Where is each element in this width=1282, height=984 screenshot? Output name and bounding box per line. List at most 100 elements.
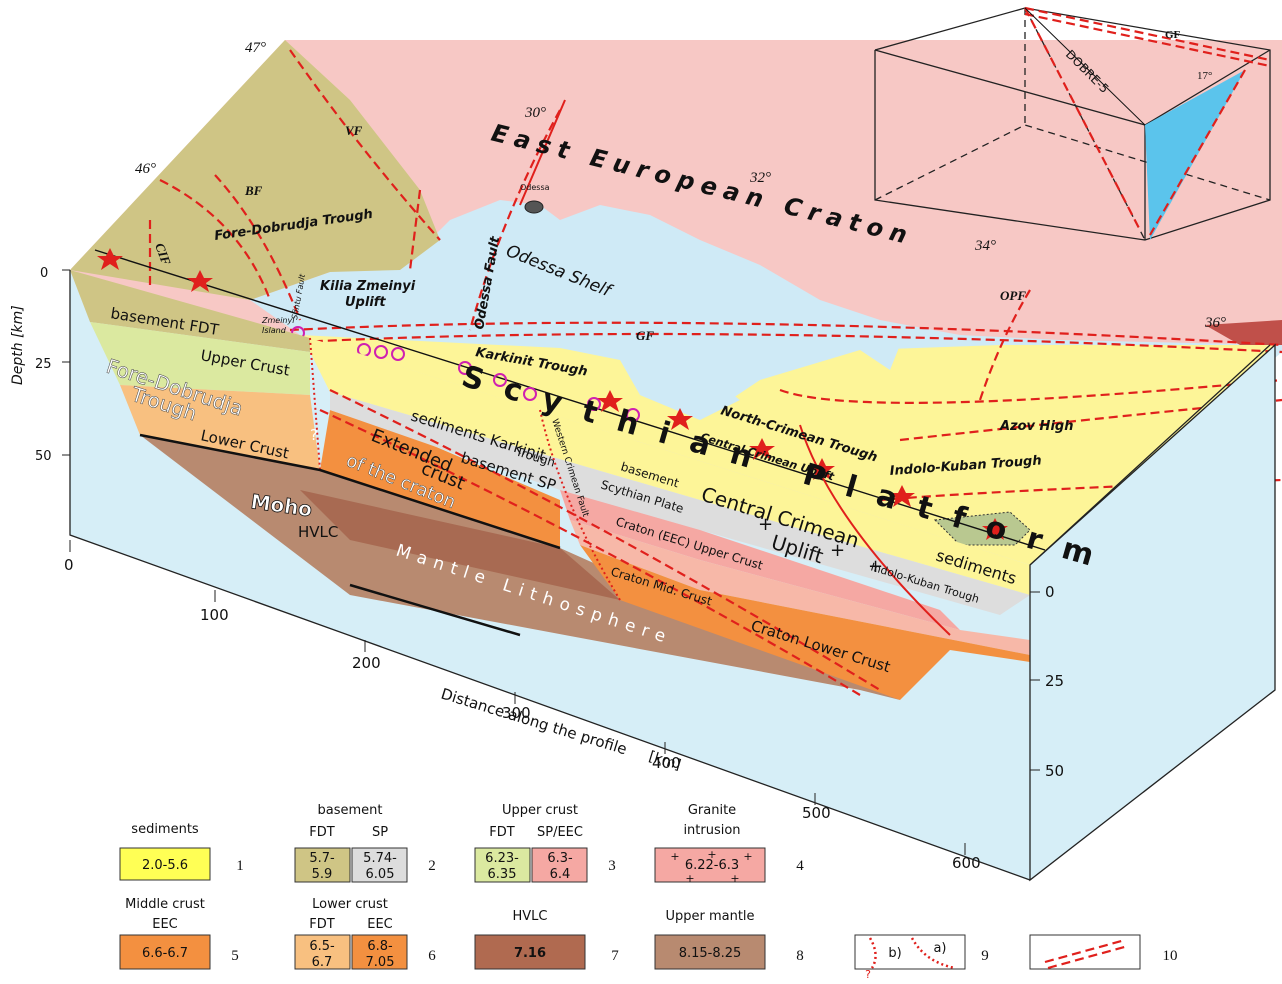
cross-section-area: [580, 545, 1030, 700]
legend-swatch: [854, 934, 966, 970]
legend-label: 1: [236, 858, 244, 874]
map-surface-marker: [374, 345, 388, 359]
legend-label: Upper crust: [502, 803, 578, 818]
legend-swatch: [654, 847, 766, 883]
legend-label: 8.15-8.25: [679, 946, 742, 961]
cross-section-outline: [69, 270, 1031, 881]
axis-labels-label: 300: [502, 704, 531, 722]
cross-section: [62, 269, 1031, 881]
legend-label: 6.23-: [485, 851, 519, 866]
legend-label: 2.0-5.6: [142, 858, 188, 873]
axis-labels-label: 100: [200, 606, 229, 624]
map-labels-label: Zmeinyi: [261, 316, 295, 325]
map-labels-label: 36°: [1204, 315, 1226, 331]
legend: sediments 2.0-5.6 1 basement FDT SP 5.7-5…: [119, 803, 1178, 981]
legend-label: +: [685, 872, 694, 885]
legend-label: EEC: [367, 917, 393, 932]
legend-swatch: [654, 934, 766, 970]
map-labels-label: Azov High: [999, 419, 1073, 434]
cross-section-area: [570, 520, 1030, 655]
map-surface-line-path: [289, 49, 441, 241]
legend-label: +: [707, 848, 716, 861]
map-labels-label: Island: [262, 326, 287, 335]
legend-label: 4: [796, 858, 804, 874]
axis-labels-label: Depth [km]: [10, 305, 26, 385]
map-surface-line-path: [519, 99, 566, 206]
map-surface-line-path: [468, 109, 561, 331]
axis-labels-label: 25: [1045, 672, 1064, 690]
legend-label: FDT: [489, 825, 514, 840]
cross-section-area: [330, 392, 1030, 615]
map-surface-line-path: [159, 179, 272, 301]
map-surface-marker: [523, 387, 537, 401]
legend-label: 6.3-: [547, 851, 573, 866]
legend-label: 6.35: [488, 867, 517, 882]
cross-section-area: [320, 410, 560, 548]
map-labels-label: OPF: [1000, 288, 1026, 303]
section-labels-label: +: [830, 540, 845, 561]
legend-label: intrusion: [683, 823, 740, 838]
legend-label: +: [743, 850, 752, 863]
legend-label: Lower crust: [312, 897, 388, 912]
distance-axis-ticks: [69, 540, 966, 855]
map-surface-area: [1205, 320, 1282, 345]
right-face: [1029, 343, 1276, 882]
legend-label: 7.05: [366, 955, 395, 970]
legend-label: 6.6-6.7: [142, 946, 188, 961]
legend-label: 6.5-: [309, 939, 335, 954]
map-surface-area: [889, 485, 915, 507]
legend-label: +: [670, 850, 679, 863]
map-surface-area: [809, 458, 835, 480]
cross-section-line-path: [329, 389, 881, 691]
cross-section-line-path: [139, 433, 561, 550]
map-labels-label: Odessa: [520, 183, 550, 192]
legend-swatch: [1029, 934, 1141, 970]
inset-outline: [874, 124, 1271, 201]
map-surface-line-path: [779, 378, 1282, 404]
axis-labels-label: 50: [35, 449, 52, 464]
axis-labels-label: 200: [352, 654, 381, 672]
inset: [874, 6, 1271, 241]
legend-swatch: [294, 847, 351, 883]
map-labels-label: 34°: [974, 238, 996, 254]
axis-labels-label: 50: [1045, 762, 1064, 780]
legend-label: +: [730, 872, 739, 885]
map-surface-city-marker: [524, 200, 544, 214]
legend-label: 3: [608, 858, 616, 874]
legend-label: Upper mantle: [665, 909, 754, 924]
map-surface-area: [667, 408, 693, 430]
axis-labels-label: 0: [1045, 583, 1055, 601]
legend-swatch: [351, 847, 408, 883]
legend-label: 6: [428, 948, 436, 964]
legend-label: HVLC: [513, 909, 548, 924]
map-surface-area: [640, 385, 740, 420]
map-surface-area: [860, 345, 900, 370]
legend-swatch: [531, 847, 588, 883]
legend-swatch: [119, 934, 211, 970]
map-labels-label: 32°: [749, 170, 771, 186]
legend-label: FDT: [309, 917, 334, 932]
map-labels-label: VF: [345, 123, 363, 138]
legend-line-path: [910, 937, 956, 970]
section-labels-label: +: [868, 556, 883, 577]
legend-swatch: [474, 847, 531, 883]
legend-label: 7.16: [514, 946, 546, 961]
legend-swatch: [119, 847, 211, 881]
map-surface-marker: [587, 397, 601, 411]
map-labels-label: 46°: [135, 161, 156, 177]
right-face-area: [1029, 343, 1276, 882]
section-labels-label: HVLC: [298, 523, 338, 541]
map-surface-area: [597, 390, 623, 412]
legend-label: SP: [372, 825, 388, 840]
axis-labels-label: 500: [802, 804, 831, 822]
map-surface-line-path: [289, 321, 1282, 347]
legend-label: 5.7-: [309, 851, 335, 866]
legend-label: 6.4: [550, 867, 571, 882]
cross-section-line-path: [799, 424, 951, 636]
cross-section-area: [310, 338, 1030, 595]
map-surface-marker: [458, 361, 472, 375]
inset-line-path: [1149, 69, 1246, 236]
inset-line: [1024, 7, 1146, 126]
